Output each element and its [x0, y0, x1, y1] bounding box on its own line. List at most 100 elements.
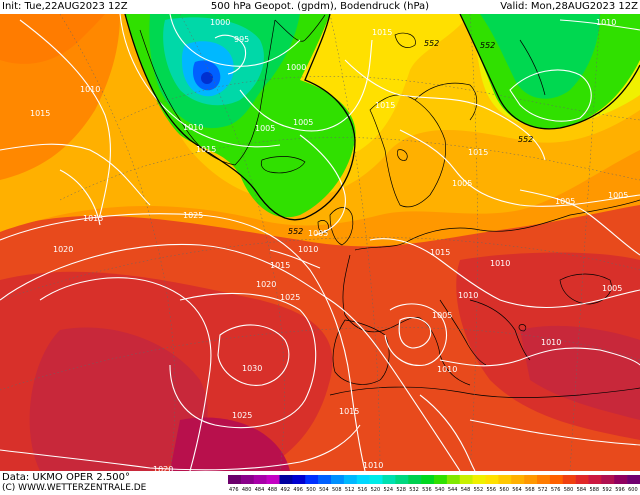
geopotential-field: [0, 14, 640, 471]
isobar-label: 1020: [153, 465, 173, 474]
isobar-label: 1015: [339, 407, 359, 416]
isobar-label: 1015: [196, 145, 216, 154]
colorbar-swatch: [485, 475, 499, 484]
height-contour-label: 552: [480, 41, 495, 50]
colorbar-tick-label: 536: [422, 487, 432, 493]
isobar-label: 1005: [308, 229, 328, 238]
isobar-label: 1010: [437, 365, 457, 374]
colorbar-swatch: [524, 475, 538, 484]
isobar-label: 1005: [608, 191, 628, 200]
colorbar-swatch: [240, 475, 255, 484]
colorbar-swatch: [562, 475, 576, 484]
isobar-label: 995: [234, 35, 249, 44]
height-contour-label: 552: [424, 39, 439, 48]
isobar-label: 1010: [183, 123, 203, 132]
colorbar-tick-label: 600: [628, 487, 638, 493]
isobar-label: 1005: [452, 179, 472, 188]
colorbar-swatch: [382, 475, 396, 484]
isobar-label: 1010: [458, 291, 478, 300]
isobar-label: 1030: [242, 364, 262, 373]
colorbar-tick-label: 564: [512, 487, 522, 493]
isobar-label: 1020: [53, 245, 73, 254]
isobar-label: 1000: [210, 18, 230, 27]
data-source: Data: UKMO OPER 2.500°: [2, 472, 130, 483]
init-time: Init: Tue,22AUG2023 12Z: [2, 1, 128, 12]
colorbar-tick-label: 540: [435, 487, 445, 493]
height-labels: 552 552 552 552: [288, 39, 533, 236]
colorbar-tick-label: 484: [255, 487, 265, 493]
isobar-label: 1015: [372, 28, 392, 37]
colorbar-tick-label: 588: [590, 487, 600, 493]
colorbar-swatch: [627, 475, 640, 484]
colorbar-tick-label: 556: [487, 487, 497, 493]
isobar-label: 1015: [430, 248, 450, 257]
colorbar-tick-label: 508: [332, 487, 342, 493]
isobar-label: 1010: [363, 461, 383, 470]
colorbar-swatch: [511, 475, 525, 484]
colorbar-swatch: [369, 475, 383, 484]
colorbar-swatch: [228, 475, 242, 484]
colorbar-tick-label: 572: [538, 487, 548, 493]
colorbar-tick-label: 500: [306, 487, 316, 493]
colorbar-tick-label: 512: [345, 487, 355, 493]
isobar-label: 1025: [280, 293, 300, 302]
colorbar-tick-label: 492: [281, 487, 291, 493]
colorbar-tick-label: 516: [358, 487, 368, 493]
colorbar-tick-label: 596: [615, 487, 625, 493]
colorbar-swatch: [472, 475, 486, 484]
isobar-label: 1010: [298, 245, 318, 254]
colorbar-tick-label: 532: [409, 487, 419, 493]
isobar-label: 1010: [80, 85, 100, 94]
isobar-label: 1010: [596, 18, 616, 27]
colorbar-tick-label: 504: [319, 487, 329, 493]
colorbar-swatch: [305, 475, 319, 484]
colorbar-swatch: [408, 475, 422, 484]
colorbar-swatch: [549, 475, 564, 484]
colorbar-tick-label: 496: [293, 487, 303, 493]
colorbar-tick-label: 488: [268, 487, 278, 493]
isobars: [0, 14, 640, 471]
colorbar-swatch: [279, 475, 293, 484]
height-contour-label: 552: [288, 227, 303, 236]
colorbar-swatch: [434, 475, 448, 484]
isobar-label: 1025: [183, 211, 203, 220]
colorbar-swatch: [356, 475, 370, 484]
isobar-label: 1015: [83, 214, 103, 223]
isobar-label: 1010: [490, 259, 510, 268]
isobar-label: 1020: [256, 280, 276, 289]
isobar-labels: 1015 995 1000 1000 1010 1015 1010 1005 1005 1015 1…: [30, 18, 628, 474]
colorbar-swatch: [331, 475, 345, 484]
valid-time: Valid: Mon,28AUG2023 12Z: [500, 1, 638, 12]
isobar-label: 1015: [270, 261, 290, 270]
isobar-label: 1005: [255, 124, 275, 133]
isobar-label: 1005: [602, 284, 622, 293]
map-title: 500 hPa Geopot. (gpdm), Bodendruck (hPa): [0, 0, 640, 14]
colorbar-swatch: [601, 475, 615, 484]
colorbar-swatch: [343, 475, 358, 484]
height-contour-label: 552: [518, 135, 533, 144]
colorbar-tick-label: 480: [242, 487, 252, 493]
colorbar-tick-label: 544: [448, 487, 458, 493]
isobar-label: 1000: [286, 63, 306, 72]
isobar-label: 1005: [432, 311, 452, 320]
colorbar-tick-label: 576: [551, 487, 561, 493]
isobar-label: 1025: [232, 411, 252, 420]
colorbar-tick-label: 560: [499, 487, 509, 493]
colorbar-swatch: [614, 475, 628, 484]
colorbar-swatch: [446, 475, 461, 484]
colorbar-tick-label: 584: [577, 487, 587, 493]
colorbar-swatch: [266, 475, 280, 484]
colorbar-swatch: [292, 475, 306, 484]
colorbar-tick-label: 476: [229, 487, 239, 493]
colorbar-tick-label: 580: [564, 487, 574, 493]
isobar-label: 1010: [541, 338, 561, 347]
isobar-label: 1015: [30, 109, 50, 118]
colorbar-tick-label: 520: [371, 487, 381, 493]
colorbar-tick-label: 568: [525, 487, 535, 493]
colorbar-tick-label: 592: [602, 487, 612, 493]
colorbar-swatch: [588, 475, 602, 484]
copyright: (C) WWW.WETTERZENTRALE.DE: [2, 483, 147, 493]
isobar-label: 1005: [293, 118, 313, 127]
colorbar-swatch: [459, 475, 473, 484]
